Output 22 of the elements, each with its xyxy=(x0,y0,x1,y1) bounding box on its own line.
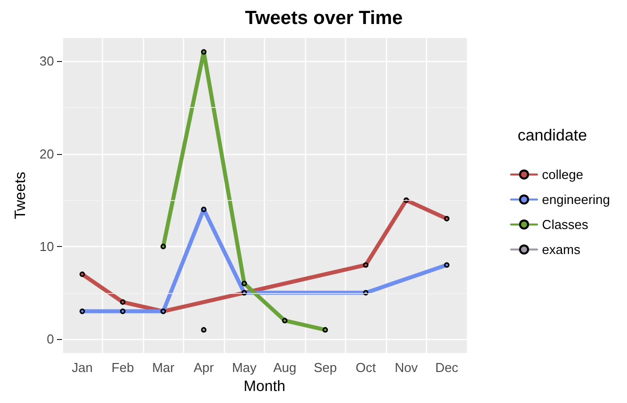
x-tick-label: Nov xyxy=(394,360,418,375)
x-tick-label: Apr xyxy=(194,360,215,375)
x-tick-label: Oct xyxy=(356,360,376,375)
legend-title: candidate xyxy=(518,128,588,144)
x-axis-title: Month xyxy=(244,378,286,395)
x-tick-label: May xyxy=(232,360,258,375)
y-tick-label: 10 xyxy=(40,238,54,254)
x-tick-label: Jan xyxy=(72,360,93,375)
y-tick-label: 0 xyxy=(46,332,54,347)
legend-label: college xyxy=(542,167,584,182)
chart-title: Tweets over Time xyxy=(245,8,403,29)
legend-label: Classes xyxy=(542,217,589,232)
x-tick-label: Sep xyxy=(314,360,337,375)
x-tick-label: Aug xyxy=(273,360,296,375)
y-axis-title: Tweets xyxy=(12,172,29,220)
legend-label: engineering xyxy=(542,192,610,207)
x-tick-label: Dec xyxy=(435,360,459,375)
y-tick-label: 30 xyxy=(40,54,54,69)
x-tick-label: Feb xyxy=(112,360,134,375)
x-tick-label: Mar xyxy=(152,360,176,375)
legend-label: exams xyxy=(542,242,581,257)
y-tick-label: 20 xyxy=(40,146,54,162)
